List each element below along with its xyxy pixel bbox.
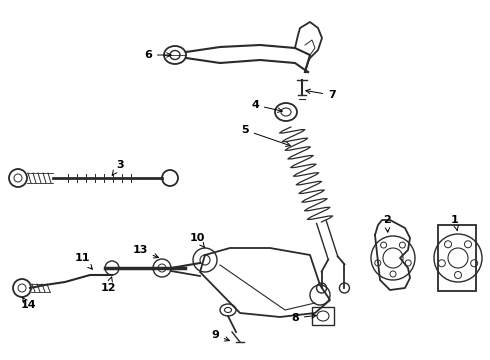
Text: 11: 11 xyxy=(74,253,93,269)
Text: 6: 6 xyxy=(144,50,171,60)
Text: 14: 14 xyxy=(20,297,36,310)
Text: 5: 5 xyxy=(241,125,291,147)
Text: 2: 2 xyxy=(383,215,391,232)
Text: 10: 10 xyxy=(189,233,205,248)
Text: 1: 1 xyxy=(451,215,459,231)
Text: 3: 3 xyxy=(112,160,124,175)
Text: 12: 12 xyxy=(100,277,116,293)
Text: 7: 7 xyxy=(306,89,336,100)
Text: 9: 9 xyxy=(211,330,229,341)
Text: 13: 13 xyxy=(132,245,158,258)
Text: 4: 4 xyxy=(251,100,282,112)
Text: 8: 8 xyxy=(291,313,316,323)
